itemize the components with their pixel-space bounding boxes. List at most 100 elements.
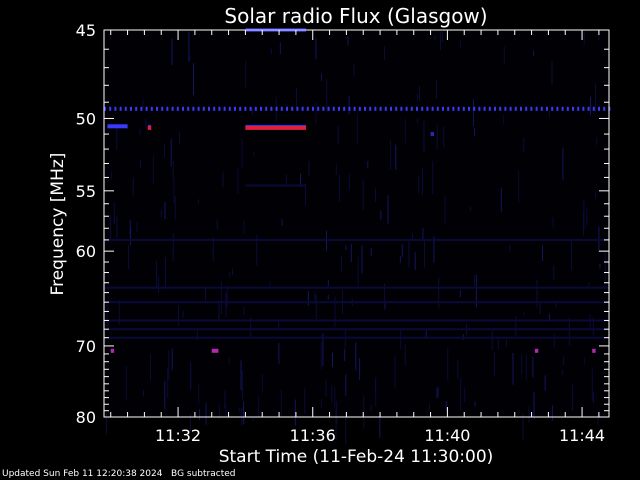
feature-cell	[447, 106, 450, 111]
noise-cell	[110, 171, 112, 180]
feature-cell	[228, 106, 231, 111]
noise-cell	[109, 215, 111, 240]
noise-cell	[216, 219, 218, 230]
noise-cell	[551, 61, 553, 86]
x-tick-label: 11:32	[155, 426, 201, 445]
noise-cell	[533, 50, 535, 56]
noise-cell	[113, 201, 115, 225]
feature-cell	[572, 106, 574, 111]
noise-cell	[347, 36, 349, 46]
noise-cell	[182, 310, 184, 319]
noise-cell	[536, 279, 538, 308]
feature-cell	[442, 106, 444, 111]
noise-cell	[586, 208, 588, 226]
noise-cell	[436, 388, 438, 399]
noise-cell	[167, 367, 169, 399]
noise-cell	[258, 396, 260, 419]
feature-cell	[202, 106, 205, 111]
noise-cell	[237, 167, 239, 194]
noise-cell	[506, 339, 507, 347]
feature-cell	[598, 106, 600, 111]
feature-cell	[213, 106, 216, 111]
feature-cell	[234, 106, 236, 111]
noise-cell	[199, 408, 201, 420]
feature-cell	[556, 106, 559, 111]
footer: Updated Sun Feb 11 12:20:38 2024 BG subt…	[2, 469, 235, 479]
feature-cell	[426, 106, 429, 111]
feature-cell	[140, 106, 143, 111]
noise-cell	[539, 301, 541, 315]
noise-cell	[205, 402, 207, 425]
noise-cell	[414, 252, 416, 271]
feature-cell	[546, 106, 548, 111]
feature-cell	[104, 301, 609, 304]
noise-cell	[583, 31, 585, 45]
noise-cell	[225, 405, 227, 417]
noise-cell	[512, 353, 514, 385]
noise-cell	[592, 392, 594, 404]
feature-cell	[249, 106, 252, 111]
noise-cell	[279, 42, 281, 55]
feature-cell	[499, 106, 502, 111]
noise-cell	[443, 126, 445, 148]
noise-cell	[128, 244, 130, 270]
noise-cell	[116, 124, 118, 151]
noise-cell	[308, 160, 310, 177]
feature-cell	[421, 106, 424, 111]
noise-cell	[256, 234, 258, 266]
noise-cell	[464, 387, 466, 403]
noise-cell	[596, 137, 598, 146]
noise-cell	[595, 190, 597, 198]
noise-cell	[178, 305, 180, 326]
noise-cell	[165, 257, 166, 290]
noise-cell	[367, 161, 369, 168]
noise-cell	[571, 241, 572, 270]
noise-cell	[436, 124, 438, 149]
noise-cell	[198, 199, 200, 205]
noise-cell	[568, 317, 570, 346]
noise-cell	[224, 390, 226, 409]
noise-cell	[345, 245, 347, 250]
feature-cell	[520, 106, 522, 111]
plot-background	[104, 30, 609, 417]
noise-cell	[190, 361, 192, 388]
noise-cell	[253, 151, 255, 157]
feature-cell	[171, 106, 174, 111]
noise-cell	[390, 140, 392, 170]
noise-cell	[334, 296, 336, 328]
noise-cell	[294, 399, 296, 427]
feature-cell	[147, 125, 152, 130]
noise-cell	[104, 273, 106, 291]
noise-cell	[331, 385, 333, 403]
noise-cell	[345, 374, 347, 396]
noise-cell	[320, 399, 322, 409]
feature-cell	[270, 106, 273, 111]
feature-cell	[306, 106, 309, 111]
feature-cell	[296, 106, 299, 111]
noise-cell	[245, 60, 247, 88]
noise-cell	[416, 118, 418, 124]
noise-cell	[338, 174, 340, 202]
feature-cell	[478, 106, 481, 111]
noise-cell	[296, 88, 297, 108]
feature-cell	[244, 106, 247, 111]
noise-cell	[164, 202, 166, 219]
noise-cell	[113, 215, 115, 224]
noise-cell	[408, 240, 410, 268]
feature-cell	[343, 106, 346, 111]
feature-cell	[390, 106, 392, 111]
noise-cell	[437, 386, 439, 398]
noise-cell	[583, 357, 585, 365]
feature-cell	[254, 106, 257, 111]
plot-frame	[103, 29, 610, 418]
feature-cell	[291, 106, 294, 111]
noise-cell	[327, 279, 329, 287]
feature-cell	[130, 106, 132, 111]
updated-timestamp: Updated Sun Feb 11 12:20:38 2024	[2, 469, 163, 479]
noise-cell	[542, 245, 544, 261]
noise-cell	[172, 161, 174, 179]
noise-cell	[428, 403, 430, 411]
feature-edge	[245, 124, 306, 126]
feature-cell	[561, 106, 564, 111]
noise-cell	[412, 233, 414, 241]
